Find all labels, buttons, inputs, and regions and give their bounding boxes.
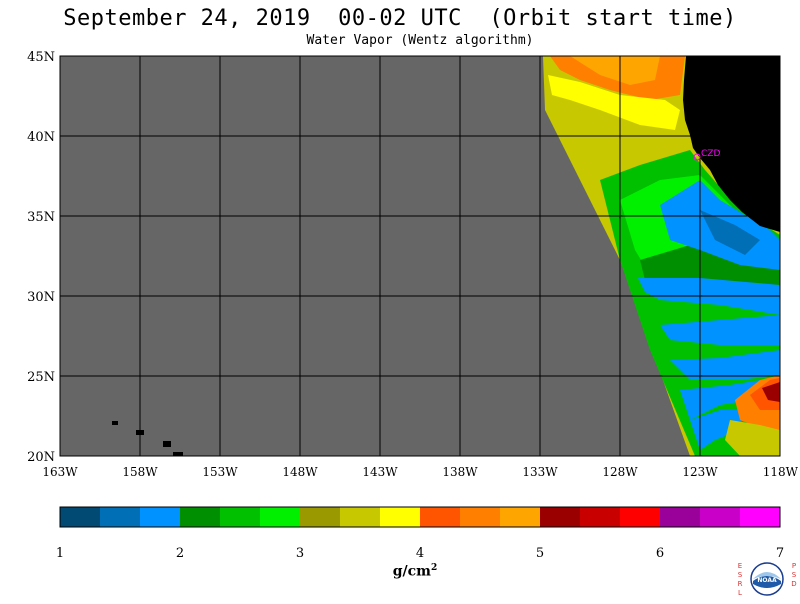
colorbar-swatch (60, 507, 101, 527)
colorbar-swatch (660, 507, 701, 527)
land-mass (683, 56, 780, 232)
map-title: September 24, 2019 00-02 UTC (Orbit star… (63, 6, 737, 31)
colorbar-tick-label: 5 (536, 546, 544, 561)
longitude-label: 158W (122, 465, 158, 479)
colorbar-swatch (500, 507, 541, 527)
longitude-label: 123W (682, 465, 718, 479)
colorbar-tick-label: 2 (176, 546, 184, 561)
station-label: CZD (701, 149, 720, 159)
longitude-label: 133W (522, 465, 558, 479)
longitude-label: 148W (282, 465, 318, 479)
colorbar-tick-label: 7 (776, 546, 784, 561)
latitude-label: 45N (27, 50, 55, 65)
colorbar-swatch (180, 507, 221, 527)
colorbar-tick-label: 4 (416, 546, 424, 561)
colorbar-swatch (740, 507, 781, 527)
latitude-label: 25N (27, 370, 55, 385)
colorbar-tick-label: 6 (656, 546, 664, 561)
longitude-labels: 163W 158W 153W 148W 143W 138W 133W 128W 123W 118W (42, 465, 798, 479)
colorbar-swatch (300, 507, 341, 527)
colorbar-border (59, 506, 781, 528)
colorbar-ticks: 1 2 3 4 5 6 7 (56, 546, 784, 561)
colorbar-swatch (220, 507, 261, 527)
colorbar-swatch (700, 507, 741, 527)
latitude-labels: 45N 40N 35N 30N 25N 20N (27, 50, 55, 465)
colorbar-swatch (460, 507, 501, 527)
colorbar-swatch (540, 507, 581, 527)
map-panel: CZD (60, 56, 780, 456)
colorbar-swatch (420, 507, 461, 527)
graticule (60, 56, 780, 456)
longitude-label: 138W (442, 465, 478, 479)
longitude-label: 153W (202, 465, 238, 479)
colorbar-swatch (580, 507, 621, 527)
station-marker: CZD (693, 149, 720, 161)
noaa-emblem: NOAA (750, 562, 784, 596)
latitude-label: 40N (27, 130, 55, 145)
colorbar-swatch (260, 507, 301, 527)
latitude-label: 35N (27, 210, 55, 225)
colorbar-swatch (380, 507, 421, 527)
longitude-label: 128W (602, 465, 638, 479)
colorbar-units: g/cm2 (392, 563, 438, 580)
latitude-label: 30N (27, 290, 55, 305)
longitude-label: 118W (763, 465, 799, 479)
colorbar-swatch (140, 507, 181, 527)
colorbar-tick-label: 3 (296, 546, 304, 561)
latitude-label: 20N (27, 450, 55, 465)
colorbar-swatch (340, 507, 381, 527)
colorbar-swatch (620, 507, 661, 527)
colorbar-swatch (100, 507, 141, 527)
colorbar (59, 506, 781, 528)
longitude-label: 163W (42, 465, 78, 479)
map-border (59, 55, 781, 457)
svg-text:NOAA: NOAA (757, 577, 777, 584)
longitude-label: 143W (362, 465, 398, 479)
colorbar-tick-label: 1 (56, 546, 64, 561)
map-subtitle: Water Vapor (Wentz algorithm) (306, 33, 534, 48)
